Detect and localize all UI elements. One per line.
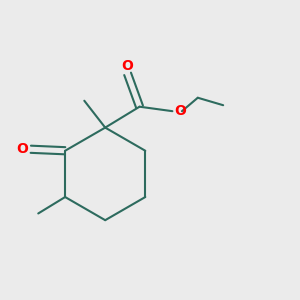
Text: O: O [174, 104, 186, 118]
Text: O: O [122, 59, 134, 74]
Text: O: O [16, 142, 28, 156]
